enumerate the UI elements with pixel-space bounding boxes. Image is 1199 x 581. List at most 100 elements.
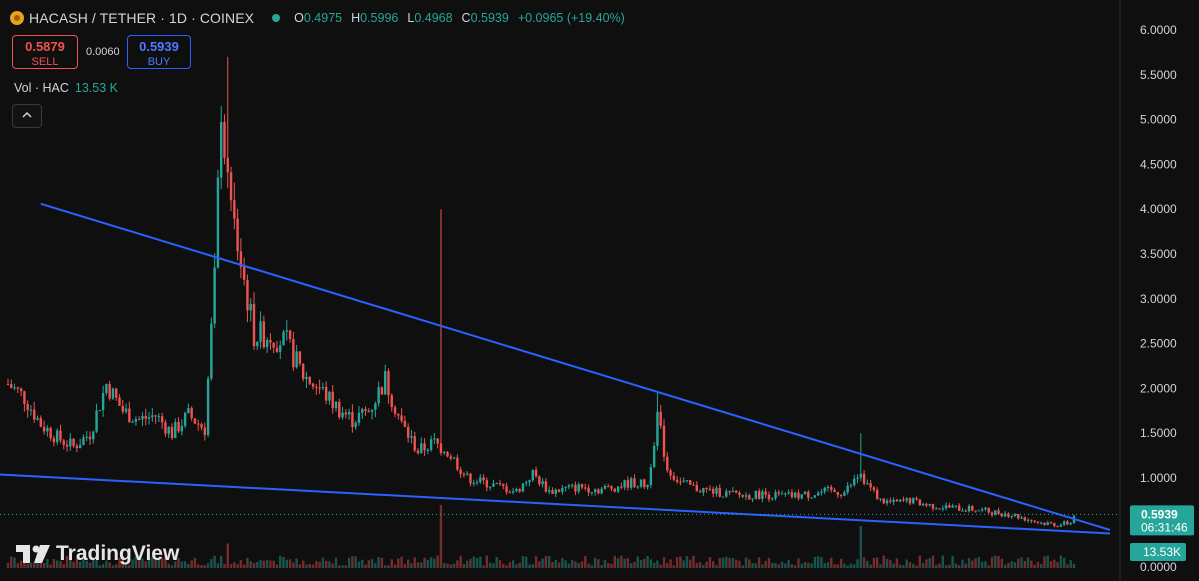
volume-bar — [902, 565, 905, 568]
volume-bar — [935, 564, 938, 568]
candle-body — [95, 410, 98, 432]
candle-body — [853, 478, 856, 486]
candle-body — [800, 494, 803, 499]
candle-body — [485, 480, 489, 488]
volume-tag — [1130, 543, 1186, 561]
volume-bar — [279, 555, 282, 568]
candle-body — [131, 421, 134, 423]
candle-body — [564, 486, 567, 488]
candle-body — [1033, 520, 1036, 522]
volume-bar — [1007, 562, 1010, 568]
candle-body — [239, 251, 243, 267]
buy-button[interactable]: 0.5939 BUY — [127, 35, 191, 69]
candle-body — [170, 426, 174, 439]
volume-bar — [115, 564, 118, 568]
volume-bar — [177, 558, 180, 568]
countdown-label: 06:31:46 — [1141, 520, 1188, 534]
volume-bar — [925, 559, 928, 568]
volume-bar — [744, 557, 748, 568]
candle-body — [36, 418, 39, 420]
volume-bar — [1072, 563, 1076, 568]
volume-bar — [918, 555, 922, 568]
volume-bar — [797, 558, 800, 568]
volume-bar — [151, 557, 154, 568]
low-value: 0.4968 — [414, 11, 453, 25]
volume-bar — [823, 563, 826, 568]
candle-body — [65, 444, 69, 447]
volume-bar — [807, 562, 810, 568]
candle-body — [347, 411, 351, 415]
candle-body — [935, 508, 938, 510]
candle-body — [26, 403, 29, 411]
candle-body — [46, 427, 49, 432]
volume-bar — [630, 563, 633, 568]
volume-bar — [675, 557, 679, 568]
candle-body — [364, 409, 367, 411]
candle-body — [259, 321, 262, 342]
candle-body — [436, 438, 439, 444]
candle-body — [525, 482, 528, 484]
volume-bar — [977, 557, 981, 568]
volume-bar — [649, 559, 653, 568]
candle-body — [944, 505, 948, 509]
candle-body — [826, 487, 830, 489]
candle-body — [698, 491, 702, 493]
candle-body — [951, 505, 954, 508]
volume-bar — [1003, 564, 1007, 568]
candle-body — [1043, 522, 1046, 525]
volume-bar — [528, 564, 531, 568]
candle-body — [321, 386, 325, 389]
volume-bar — [1036, 561, 1040, 568]
volume-bar — [633, 561, 636, 568]
symbol-title[interactable]: HACASH / TETHER · 1D · COINEX — [29, 10, 255, 26]
candle-body — [75, 445, 79, 449]
volume-bar — [78, 561, 82, 568]
volume-bar — [59, 561, 62, 568]
volume-bar — [249, 561, 252, 568]
candle-body — [308, 376, 311, 384]
collapse-legend-button[interactable] — [12, 104, 42, 128]
volume-bar — [485, 555, 489, 568]
candle-body — [311, 383, 315, 387]
volume-bar — [531, 564, 534, 568]
candle-body — [567, 485, 571, 487]
volume-bar — [597, 559, 600, 568]
volume-bar — [767, 557, 771, 568]
sell-button[interactable]: 0.5879 SELL — [12, 35, 78, 69]
volume-bar — [13, 557, 16, 568]
volume-bar — [397, 558, 400, 568]
volume-bar — [912, 563, 915, 568]
volume-bar — [108, 562, 111, 568]
volume-bar — [321, 557, 325, 568]
candle-body — [1013, 514, 1017, 517]
candle-body — [980, 509, 984, 511]
volume-bar — [830, 557, 833, 568]
volume-bar — [384, 565, 387, 568]
candle-body — [134, 419, 138, 422]
candle-body — [774, 492, 777, 499]
candle-body — [502, 483, 505, 487]
volume-bar — [308, 563, 311, 568]
volume-bar — [259, 560, 262, 568]
candle-body — [1036, 521, 1040, 523]
candle-body — [846, 485, 849, 493]
volume-bar — [456, 560, 459, 568]
candle-body — [377, 387, 380, 404]
candle-body — [961, 510, 964, 512]
volume-bar — [160, 558, 164, 568]
candle-body — [656, 411, 659, 446]
candle-body — [941, 508, 944, 510]
volume-bar — [246, 557, 249, 568]
candle-body — [600, 488, 603, 494]
candle-body — [216, 177, 220, 268]
high-value: 0.5996 — [360, 11, 399, 25]
volume-bar — [839, 558, 843, 568]
volume-bar — [193, 558, 197, 568]
volume-bar — [331, 563, 334, 568]
volume-bar — [754, 563, 758, 568]
volume-bar — [971, 560, 974, 568]
candle-body — [118, 397, 121, 406]
candle-body — [590, 492, 594, 494]
